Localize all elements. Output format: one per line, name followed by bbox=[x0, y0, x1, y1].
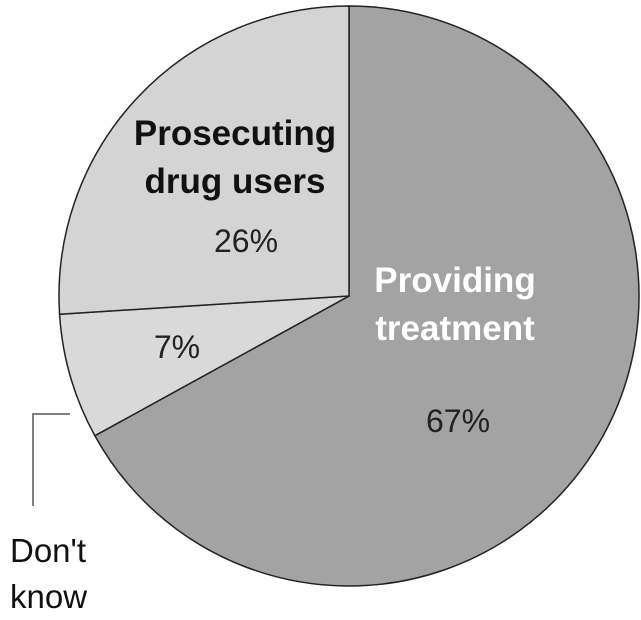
slice-prosecuting-drug-users bbox=[58, 5, 350, 316]
dont-know-callout-line bbox=[32, 413, 70, 506]
slice-dont-know bbox=[58, 295, 350, 437]
prosecuting-drug-users-label-line-2: drug users bbox=[145, 162, 326, 201]
prosecuting-drug-users-label-line-1: Prosecuting bbox=[134, 114, 336, 153]
dont-know-value-label: 7% bbox=[154, 329, 200, 365]
dont-know-label-line-2: know bbox=[10, 578, 87, 615]
slice-providing-treatment bbox=[93, 5, 640, 587]
prosecuting-drug-users-value-label: 26% bbox=[214, 223, 278, 259]
dont-know-label-line-1: Don't bbox=[10, 532, 86, 569]
providing-treatment-value-label: 67% bbox=[426, 403, 490, 439]
pie-labels: Providing treatment 67% 7% Prosecuting drug u… bbox=[134, 114, 536, 439]
providing-treatment-label-line-2: treatment bbox=[375, 309, 535, 348]
providing-treatment-label-line-1: Providing bbox=[374, 261, 535, 300]
pie-slices bbox=[58, 5, 640, 587]
